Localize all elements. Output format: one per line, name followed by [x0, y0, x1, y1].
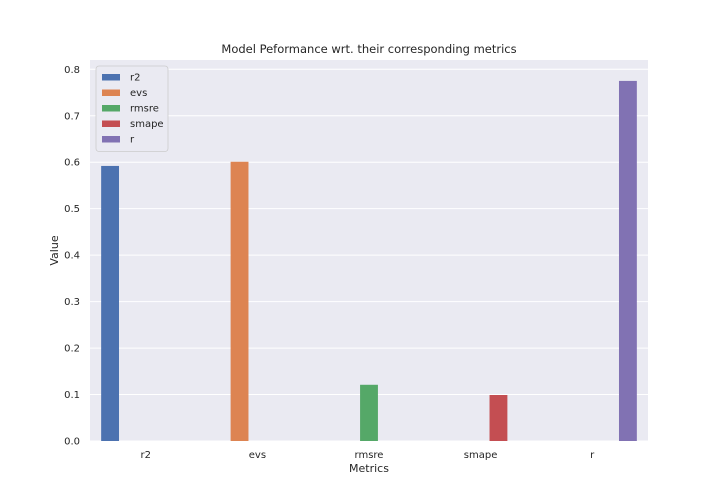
legend-label: rmsre [130, 104, 159, 115]
bars [101, 80, 637, 441]
y-tick-label: 0.1 [64, 390, 80, 401]
x-axis-label: Metrics [349, 462, 389, 475]
plot-area [90, 60, 648, 441]
legend-swatch [102, 105, 120, 112]
bar-r2 [101, 165, 120, 441]
chart-title: Model Peformance wrt. their correspondin… [221, 42, 516, 56]
legend-frame [95, 65, 169, 152]
bar-r [618, 80, 637, 441]
y-tick-label: 0.0 [64, 437, 80, 448]
x-tick-labels: r2 evs rmsre smape r [141, 450, 596, 461]
legend-swatch [102, 120, 120, 127]
x-tick-label: r2 [141, 450, 151, 461]
x-tick-label: smape [464, 450, 498, 461]
bar-smape [489, 395, 508, 441]
legend-swatch [102, 136, 120, 143]
grid-lines [90, 68, 648, 442]
bar-evs [230, 161, 249, 441]
x-tick-label: rmsre [355, 450, 384, 461]
y-axis-label: Value [48, 235, 61, 265]
y-tick-labels: 0.0 0.1 0.2 0.3 0.4 0.5 0.6 0.7 0.8 [64, 65, 80, 448]
bar-rmsre [360, 384, 378, 441]
legend-label: evs [130, 88, 147, 99]
legend: r2 evs rmsre smape r [95, 65, 169, 152]
x-tick-label: r [590, 450, 595, 461]
legend-label: smape [130, 119, 164, 130]
legend-label: r2 [130, 73, 140, 84]
y-tick-label: 0.3 [64, 297, 80, 308]
y-tick-label: 0.8 [64, 65, 80, 76]
x-tick-label: evs [249, 450, 266, 461]
y-tick-label: 0.6 [64, 158, 80, 169]
legend-label: r [130, 135, 135, 146]
y-tick-label: 0.4 [64, 251, 80, 262]
y-tick-label: 0.7 [64, 111, 80, 122]
y-tick-label: 0.2 [64, 344, 80, 355]
y-tick-label: 0.5 [64, 204, 80, 215]
legend-swatch [102, 89, 120, 96]
legend-swatch [102, 74, 120, 81]
